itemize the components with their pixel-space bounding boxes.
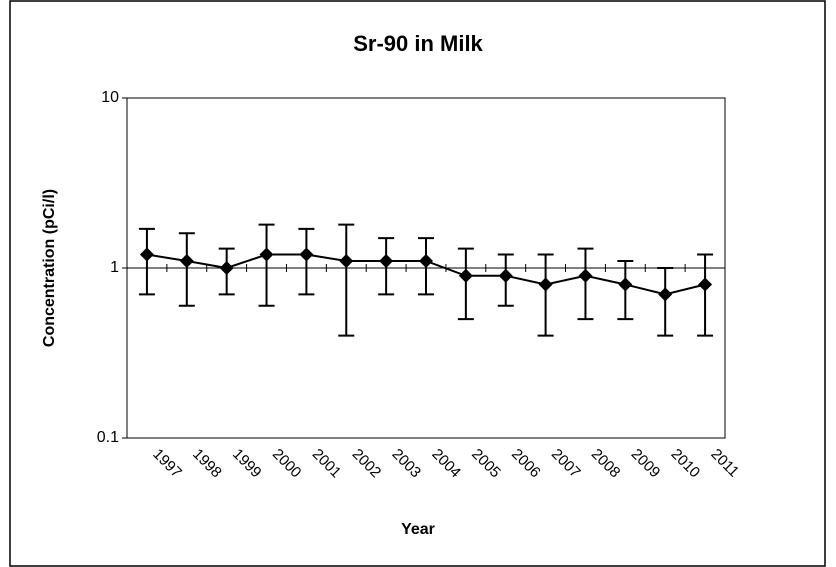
marker bbox=[219, 261, 234, 275]
chart-border bbox=[9, 0, 826, 567]
error-bar bbox=[298, 227, 315, 296]
chart-title: Sr-90 in Milk bbox=[353, 31, 483, 56]
marker bbox=[578, 268, 593, 283]
y-tick-label: 0.1 bbox=[97, 429, 119, 446]
marker bbox=[339, 253, 354, 268]
error-bar bbox=[138, 227, 155, 296]
marker bbox=[498, 268, 513, 283]
marker bbox=[139, 247, 154, 262]
error-bar bbox=[258, 223, 275, 307]
error-bar bbox=[657, 267, 674, 337]
marker bbox=[419, 253, 433, 268]
error-bar bbox=[577, 247, 594, 321]
error-bar bbox=[537, 253, 554, 337]
marker bbox=[259, 247, 274, 262]
marker bbox=[299, 247, 314, 262]
error-bar bbox=[338, 223, 355, 337]
marker bbox=[618, 277, 633, 292]
y-axis-label: Concentration (pCi/l) bbox=[41, 189, 58, 347]
y-tick-label: 10 bbox=[101, 89, 119, 106]
marker bbox=[179, 253, 194, 268]
marker bbox=[379, 253, 394, 268]
y-tick-label: 1 bbox=[110, 259, 119, 276]
error-bar bbox=[457, 247, 474, 321]
marker bbox=[658, 287, 673, 302]
marker bbox=[538, 277, 553, 292]
error-bar bbox=[697, 253, 714, 337]
marker bbox=[698, 277, 713, 292]
marker bbox=[458, 268, 473, 283]
error-bar bbox=[178, 232, 195, 307]
x-axis-label: Year bbox=[401, 521, 435, 538]
